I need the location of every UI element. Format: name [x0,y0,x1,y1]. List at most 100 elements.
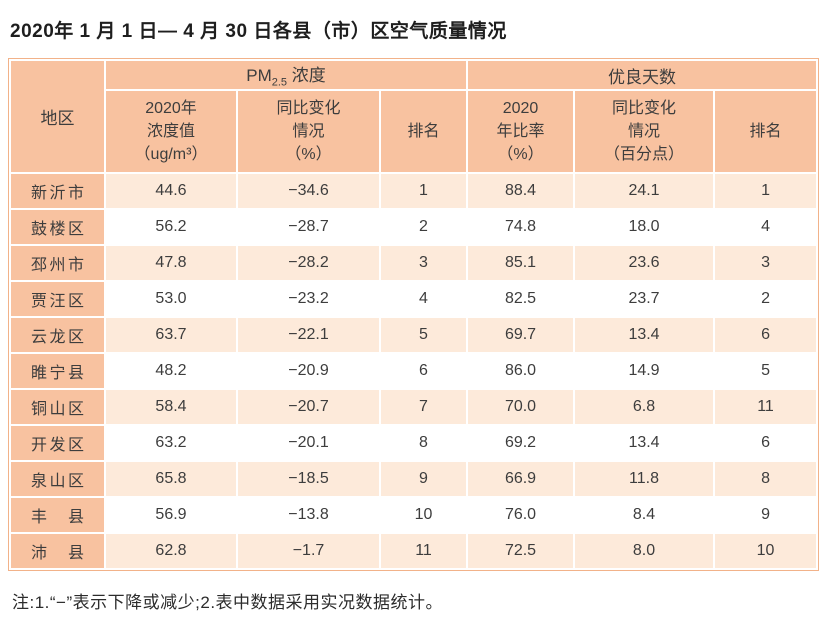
pm-value-cell: 56.9 [104,496,238,534]
pm-value-cell: 56.2 [104,208,238,246]
pm-value-cell: 48.2 [104,352,238,390]
rate-cell: 72.5 [466,532,576,570]
table-row: 鼓楼区 56.2 −28.7 2 74.8 18.0 4 [9,208,819,246]
rate-change-column-header: 同比变化 情况 （百分点） [573,89,716,174]
pm-change-cell: −34.6 [236,172,381,210]
pm-rank-cell: 8 [378,424,469,462]
pm-rank-cell: 10 [378,496,469,534]
region-cell: 鼓楼区 [9,208,106,246]
pm25-label-prefix: PM [246,66,272,86]
pm-rank-column-header: 排名 [378,89,469,174]
pm-value-cell: 63.2 [104,424,238,462]
region-column-header: 地区 [9,59,106,174]
pm-change-cell: −1.7 [236,532,381,570]
good-days-group-header: 优良天数 [466,59,819,91]
pm-rank-cell: 2 [378,208,469,246]
pm25-label-subscript: 2.5 [271,76,288,89]
region-cell: 云龙区 [9,316,106,354]
pm-value-cell: 47.8 [104,244,238,282]
pm-change-cell: −28.2 [236,244,381,282]
rate-cell: 86.0 [466,352,576,390]
pm-rank-cell: 9 [378,460,469,498]
rate-change-cell: 13.4 [573,316,716,354]
header-line: 情况 [628,122,661,140]
rate-change-cell: 24.1 [573,172,716,210]
region-cell: 丰县 [9,496,106,534]
rate-cell: 82.5 [466,280,576,318]
pm-value-cell: 63.7 [104,316,238,354]
pm-change-cell: −22.1 [236,316,381,354]
table-header: 地区 PM2.5 浓度 优良天数 2020年 浓度值 （ug/m³） 同比变化 … [9,59,819,174]
rate-cell: 69.7 [466,316,576,354]
pm-rank-cell: 7 [378,388,469,426]
rate-rank-cell: 4 [713,208,819,246]
header-group-row: 地区 PM2.5 浓度 优良天数 [9,59,819,174]
pm-value-cell: 62.8 [104,532,238,570]
region-cell: 睢宁县 [9,352,106,390]
air-quality-table: 地区 PM2.5 浓度 优良天数 2020年 浓度值 （ug/m³） 同比变化 … [9,59,819,570]
header-line: （%） [285,146,332,164]
rate-rank-cell: 5 [713,352,819,390]
rate-rank-column-header: 排名 [713,89,819,174]
footnote: 注:1.“−”表示下降或减少;2.表中数据采用实况数据统计。 [12,593,444,612]
header-line: 同比变化 [276,99,341,117]
table-row: 云龙区 63.7 −22.1 5 69.7 13.4 6 [9,316,819,354]
rate-rank-cell: 1 [713,172,819,210]
header-line: 年比率 [496,122,545,140]
rate-rank-cell: 3 [713,244,819,282]
pm-value-column-header: 2020年 浓度值 （ug/m³） [104,89,238,174]
header-line: 排名 [749,122,782,140]
pm-rank-cell: 5 [378,316,469,354]
region-cell: 开发区 [9,424,106,462]
rate-rank-cell: 9 [713,496,819,534]
pm-change-column-header: 同比变化 情况 （%） [236,89,381,174]
rate-cell: 69.2 [466,424,576,462]
pm-rank-cell: 3 [378,244,469,282]
pm-rank-cell: 4 [378,280,469,318]
header-line: 2020年 [145,99,197,117]
rate-rank-cell: 2 [713,280,819,318]
region-cell: 新沂市 [9,172,106,210]
table-row: 贾汪区 53.0 −23.2 4 82.5 23.7 2 [9,280,819,318]
header-line: 排名 [407,122,440,140]
rate-change-cell: 13.4 [573,424,716,462]
table-row: 沛县 62.8 −1.7 11 72.5 8.0 10 [9,532,819,570]
rate-cell: 74.8 [466,208,576,246]
pm-rank-cell: 11 [378,532,469,570]
rate-rank-cell: 6 [713,316,819,354]
pm-value-cell: 53.0 [104,280,238,318]
table-row: 新沂市 44.6 −34.6 1 88.4 24.1 1 [9,172,819,210]
table-row: 丰县 56.9 −13.8 10 76.0 8.4 9 [9,496,819,534]
rate-change-cell: 23.7 [573,280,716,318]
table-row: 开发区 63.2 −20.1 8 69.2 13.4 6 [9,424,819,462]
rate-cell: 88.4 [466,172,576,210]
rate-change-cell: 18.0 [573,208,716,246]
pm-value-cell: 58.4 [104,388,238,426]
header-line: 同比变化 [612,99,677,117]
region-cell: 铜山区 [9,388,106,426]
page-title: 2020年 1 月 1 日— 4 月 30 日各县（市）区空气质量情况 [10,21,507,42]
air-quality-table-wrapper: 地区 PM2.5 浓度 优良天数 2020年 浓度值 （ug/m³） 同比变化 … [8,58,820,571]
pm-value-cell: 65.8 [104,460,238,498]
rate-cell: 70.0 [466,388,576,426]
table-row: 铜山区 58.4 −20.7 7 70.0 6.8 11 [9,388,819,426]
rate-cell: 76.0 [466,496,576,534]
region-cell: 沛县 [9,532,106,570]
pm-change-cell: −13.8 [236,496,381,534]
region-cell: 泉山区 [9,460,106,498]
pm25-label-suffix: 浓度 [287,66,326,86]
rate-column-header: 2020 年比率 （%） [466,89,576,174]
rate-cell: 66.9 [466,460,576,498]
table-row: 睢宁县 48.2 −20.9 6 86.0 14.9 5 [9,352,819,390]
pm-rank-cell: 1 [378,172,469,210]
table-row: 邳州市 47.8 −28.2 3 85.1 23.6 3 [9,244,819,282]
pm-rank-cell: 6 [378,352,469,390]
table-body: 新沂市 44.6 −34.6 1 88.4 24.1 1 鼓楼区 56.2 −2… [9,172,819,570]
pm-change-cell: −20.1 [236,424,381,462]
rate-change-cell: 6.8 [573,388,716,426]
header-line: 情况 [292,122,325,140]
header-line: 浓度值 [146,122,195,140]
header-line: （百分点） [604,146,685,164]
rate-change-cell: 23.6 [573,244,716,282]
